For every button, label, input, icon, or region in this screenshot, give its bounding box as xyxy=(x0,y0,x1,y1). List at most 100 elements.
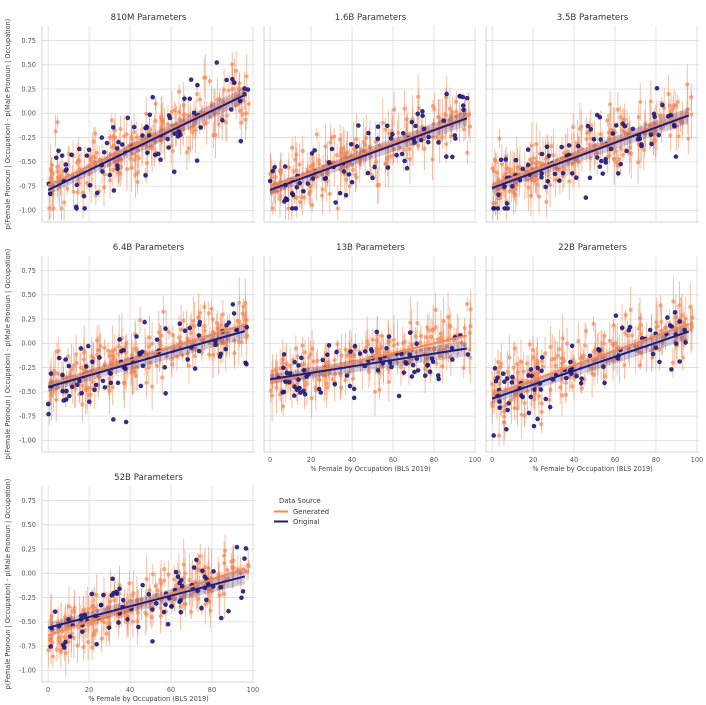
generated-point xyxy=(194,92,200,97)
original-point xyxy=(535,365,540,371)
original-point xyxy=(495,206,501,211)
generated-point xyxy=(461,365,466,371)
original-point xyxy=(79,390,84,396)
original-point xyxy=(649,141,654,147)
original-point xyxy=(503,157,509,162)
generated-point xyxy=(544,199,549,205)
generated-point xyxy=(613,148,619,154)
generated-point xyxy=(243,117,248,122)
original-point xyxy=(80,629,85,635)
generated-point xyxy=(118,126,123,132)
original-point xyxy=(453,136,458,141)
y-tick-label: -0.25 xyxy=(19,364,36,372)
generated-point xyxy=(407,156,413,162)
generated-point xyxy=(422,366,428,371)
original-point xyxy=(326,160,332,165)
original-point xyxy=(352,343,358,349)
original-point xyxy=(188,77,194,82)
original-point xyxy=(535,416,540,422)
original-point xyxy=(77,146,82,152)
generated-point xyxy=(202,324,207,329)
generated-point xyxy=(344,177,349,182)
generated-point xyxy=(311,162,316,167)
generated-point xyxy=(428,334,434,339)
generated-point xyxy=(230,565,235,570)
generated-point xyxy=(432,346,437,351)
original-point xyxy=(337,190,343,196)
generated-point xyxy=(621,118,626,123)
generated-point xyxy=(530,347,535,353)
generated-point xyxy=(467,112,472,117)
generated-point xyxy=(230,62,235,67)
generated-point xyxy=(224,567,230,572)
generated-point xyxy=(430,103,436,109)
original-point xyxy=(87,183,93,188)
generated-point xyxy=(376,347,381,352)
generated-point xyxy=(246,562,251,567)
generated-point xyxy=(601,341,606,346)
generated-point xyxy=(366,369,371,374)
generated-point xyxy=(217,592,222,598)
original-point xyxy=(82,612,88,618)
generated-point xyxy=(636,326,641,331)
generated-point xyxy=(553,165,558,171)
original-point xyxy=(538,387,544,392)
original-point xyxy=(163,602,168,607)
generated-point xyxy=(155,588,160,593)
original-point xyxy=(375,124,381,130)
original-point xyxy=(75,382,80,388)
generated-point xyxy=(116,159,121,164)
generated-point xyxy=(135,610,141,615)
generated-point xyxy=(450,110,455,115)
generated-point xyxy=(635,160,641,165)
generated-point xyxy=(246,101,251,107)
generated-point xyxy=(233,103,239,108)
original-point xyxy=(119,142,125,147)
generated-point xyxy=(494,170,500,175)
original-point xyxy=(178,132,183,138)
generated-point xyxy=(667,103,672,108)
generated-point xyxy=(71,635,76,640)
generated-point xyxy=(49,169,54,174)
generated-point xyxy=(274,385,279,390)
original-point xyxy=(101,149,107,155)
original-point xyxy=(370,175,375,181)
original-point xyxy=(107,172,113,178)
original-point xyxy=(218,584,223,590)
generated-point xyxy=(229,559,234,564)
generated-point xyxy=(181,318,186,323)
generated-point xyxy=(346,370,352,375)
original-point xyxy=(618,161,624,167)
original-point xyxy=(402,158,407,164)
original-point xyxy=(238,138,244,144)
generated-point xyxy=(234,68,239,74)
generated-point xyxy=(652,121,657,127)
original-point xyxy=(158,157,163,162)
generated-point xyxy=(172,577,177,582)
original-point xyxy=(449,345,455,351)
original-point xyxy=(150,94,156,100)
original-point xyxy=(48,644,53,649)
original-point xyxy=(539,151,545,157)
x-tick-label: 80 xyxy=(430,456,438,464)
y-tick-label: -1.00 xyxy=(19,667,36,675)
original-point xyxy=(143,173,148,178)
generated-point xyxy=(658,303,663,308)
generated-point xyxy=(332,358,337,363)
generated-point xyxy=(350,376,356,381)
generated-point xyxy=(571,124,576,130)
original-series xyxy=(48,544,249,650)
generated-point xyxy=(354,149,359,154)
generated-point xyxy=(102,361,108,367)
original-point xyxy=(407,352,413,357)
original-point xyxy=(301,388,306,394)
original-point xyxy=(296,377,301,382)
generated-point xyxy=(613,341,618,346)
original-point xyxy=(429,356,435,361)
generated-point xyxy=(422,146,427,151)
generated-point xyxy=(48,378,54,383)
original-point xyxy=(603,156,608,162)
generated-point xyxy=(549,144,554,149)
generated-point xyxy=(615,107,620,112)
original-point xyxy=(539,368,544,374)
